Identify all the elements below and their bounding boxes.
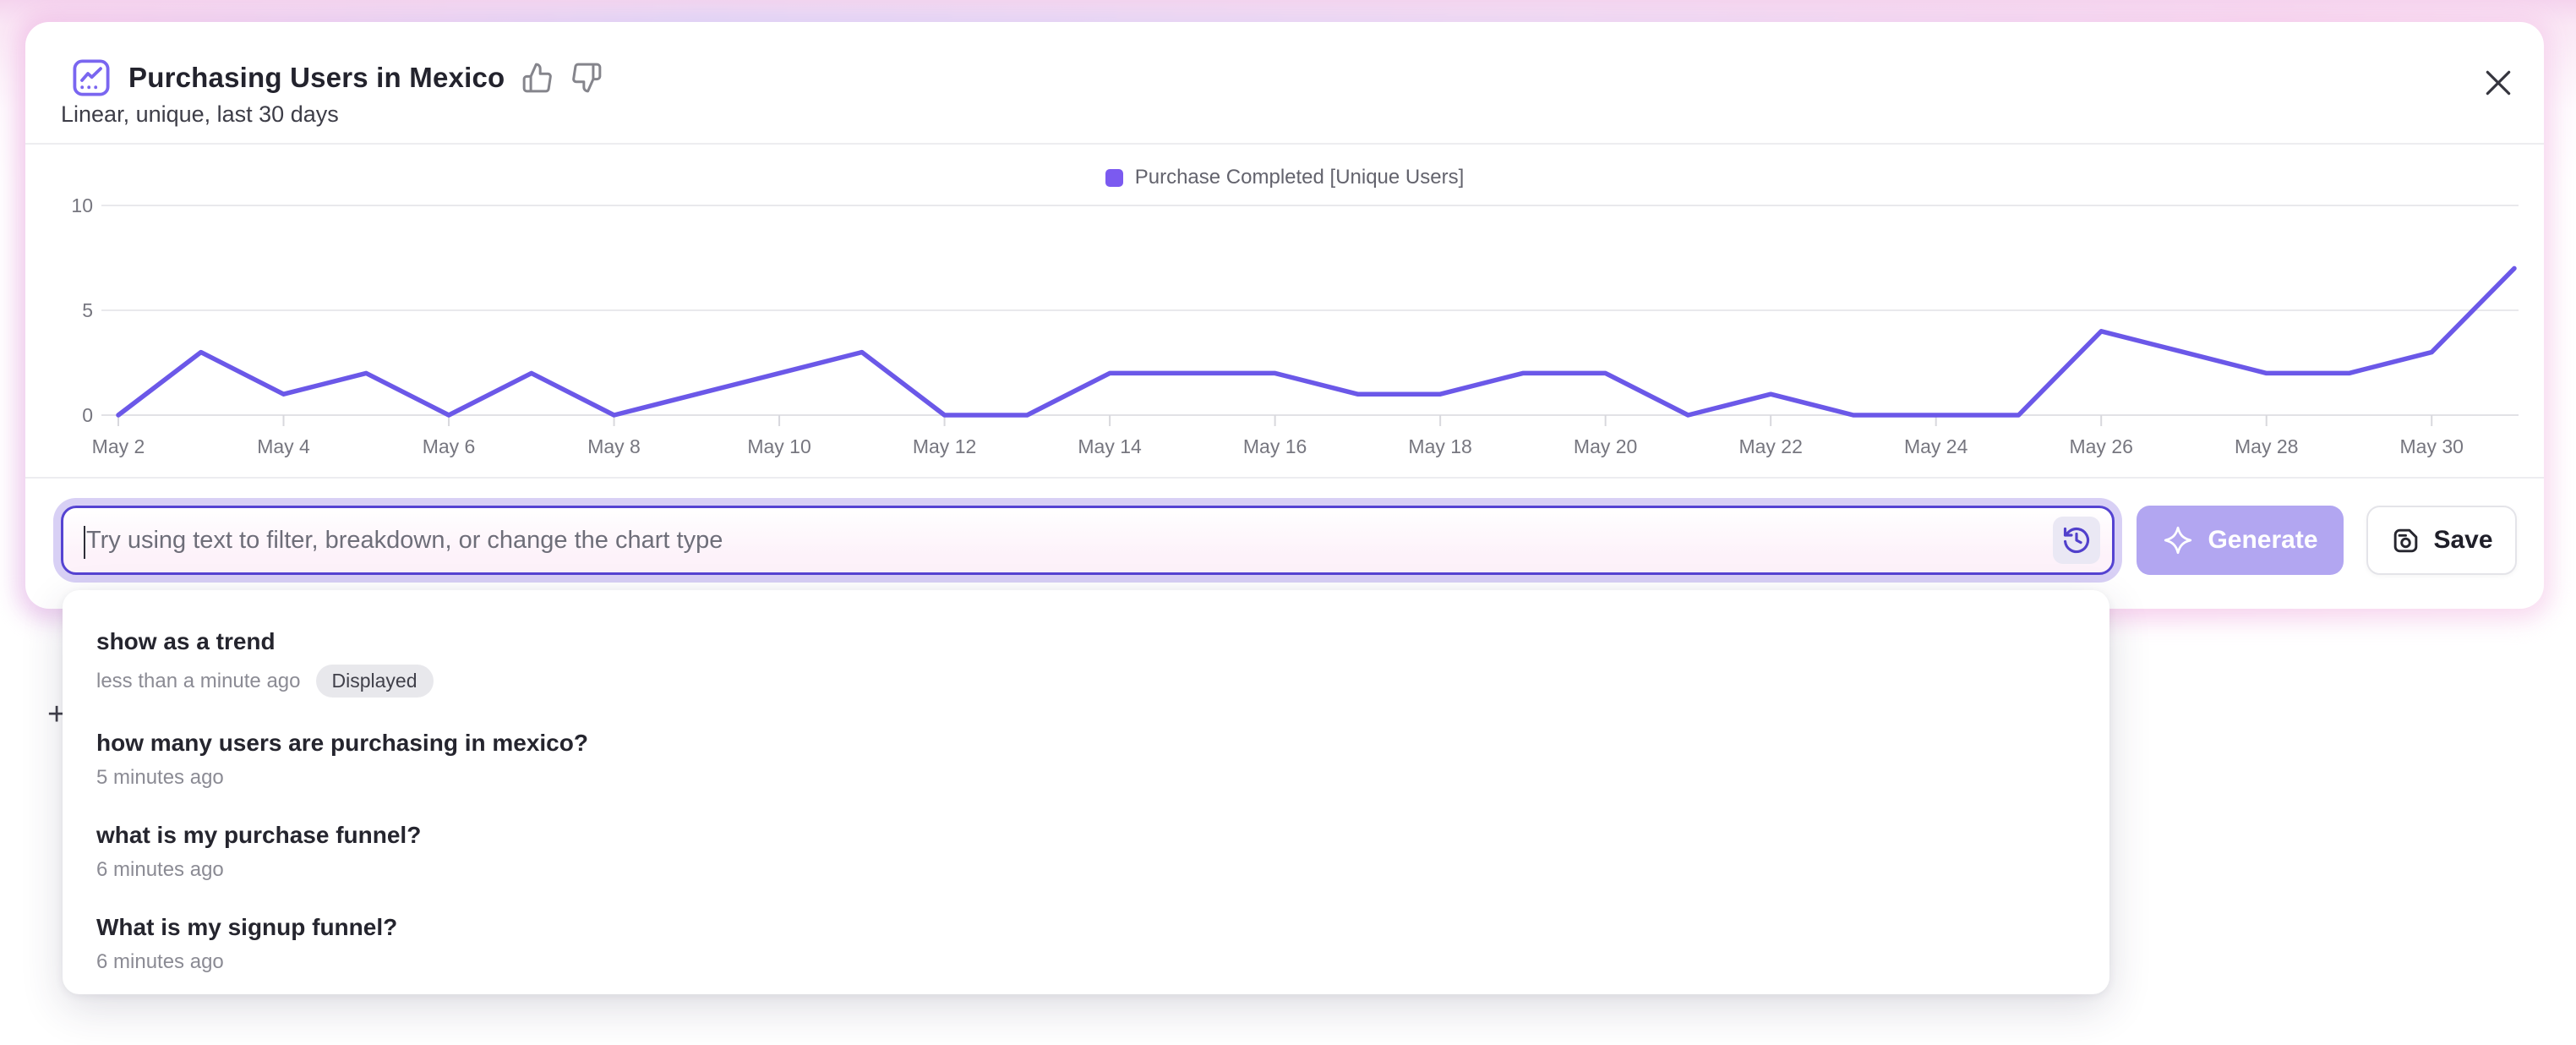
close-icon[interactable] <box>2481 66 2515 100</box>
line-chart-type-icon <box>71 57 112 98</box>
text-caret <box>84 526 85 559</box>
x-axis-tick-label: May 22 <box>1738 435 1802 457</box>
displayed-badge: Displayed <box>315 665 434 698</box>
x-axis-tick-label: May 8 <box>587 435 641 457</box>
chart-legend[interactable]: Purchase Completed [Unique Users] <box>25 166 2544 189</box>
history-item-timestamp: less than a minute ago <box>96 669 301 692</box>
x-axis-tick-label: May 28 <box>2235 435 2298 457</box>
save-label: Save <box>2433 526 2493 554</box>
history-item-timestamp: 6 minutes ago <box>96 858 224 881</box>
thumbs-up-icon[interactable] <box>521 62 554 94</box>
page-title: Purchasing Users in Mexico <box>128 62 505 93</box>
y-axis-tick-label: 5 <box>82 299 93 321</box>
x-axis-tick-label: May 20 <box>1574 435 1637 457</box>
history-item-title: What is my signup funnel? <box>96 914 398 940</box>
thumbs-down-icon[interactable] <box>570 62 603 94</box>
x-axis-tick-label: May 14 <box>1078 435 1142 457</box>
chart-divider <box>25 477 2544 479</box>
history-item-timestamp: 6 minutes ago <box>96 950 224 973</box>
x-axis-tick-label: May 4 <box>257 435 310 457</box>
x-axis-tick-label: May 30 <box>2400 435 2464 457</box>
x-axis-tick-label: May 12 <box>913 435 976 457</box>
x-axis-tick-label: May 10 <box>747 435 810 457</box>
history-item[interactable]: what is my purchase funnel? 6 minutes ago <box>96 811 2076 893</box>
y-axis-tick-label: 0 <box>82 404 93 426</box>
generate-button[interactable]: Generate <box>2137 506 2344 575</box>
series-line[interactable] <box>116 265 2517 418</box>
y-axis-tick-label: 10 <box>71 194 93 216</box>
chart-subtitle: Linear, unique, last 30 days <box>61 101 339 127</box>
x-axis-tick-label: May 18 <box>1408 435 1471 457</box>
x-axis-tick-label: May 26 <box>2069 435 2132 457</box>
history-item-timestamp: 5 minutes ago <box>96 766 224 789</box>
history-item[interactable]: how many users are purchasing in mexico?… <box>96 719 2076 801</box>
card-header: Purchasing Users in Mexico <box>71 57 603 98</box>
save-image-icon <box>2394 528 2418 552</box>
history-item-title: show as a trend <box>96 628 276 654</box>
sparkle-icon <box>2164 526 2192 555</box>
x-axis-tick-label: May 6 <box>423 435 476 457</box>
legend-swatch <box>1105 168 1123 187</box>
background-plus-glyph: + <box>47 697 67 732</box>
legend-label: Purchase Completed [Unique Users] <box>1134 166 1465 189</box>
prompt-text-field[interactable] <box>63 508 2053 572</box>
history-button[interactable] <box>2053 517 2100 564</box>
history-item[interactable]: show as a trend less than a minute ago Dis… <box>96 617 2076 709</box>
x-axis-tick-label: May 2 <box>92 435 145 457</box>
header-divider <box>25 143 2544 145</box>
history-item-title: how many users are purchasing in mexico? <box>96 730 588 756</box>
generate-label: Generate <box>2208 526 2318 554</box>
x-axis-tick-label: May 16 <box>1243 435 1307 457</box>
save-button[interactable]: Save <box>2366 506 2517 575</box>
history-item[interactable]: What is my signup funnel? 6 minutes ago <box>96 903 2076 985</box>
ai-prompt-input[interactable] <box>61 506 2115 575</box>
history-clock-icon <box>2063 527 2090 554</box>
history-item-title: what is my purchase funnel? <box>96 822 422 848</box>
insight-card: Purchasing Users in Mexico Linear, uniqu… <box>25 22 2544 609</box>
history-dropdown: show as a trend less than a minute ago Dis… <box>63 590 2109 994</box>
x-axis-tick-label: May 24 <box>1904 435 1968 457</box>
line-chart[interactable]: 0 5 10 May 2 May 4 May 6 May 8 May 10 May 12 May … <box>25 191 2544 479</box>
